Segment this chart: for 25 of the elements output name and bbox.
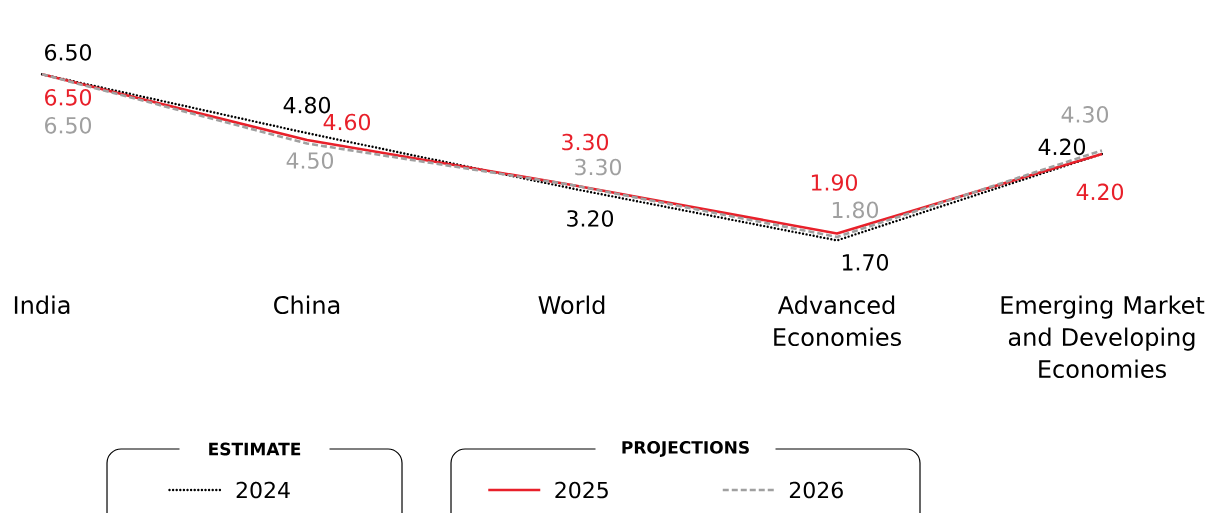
data-label: 1.70 xyxy=(842,254,889,271)
data-label: 3.30 xyxy=(575,158,622,176)
x-tick-label: Emerging Market and Developing Economies xyxy=(1001,295,1205,379)
data-label: 3.30 xyxy=(562,133,609,151)
data-label: 6.50 xyxy=(45,88,92,106)
data-label: 1.90 xyxy=(811,174,858,191)
x-tick-label: China xyxy=(274,295,340,315)
legend-label: 2026 xyxy=(789,481,843,499)
data-label: 6.50 xyxy=(45,43,92,61)
data-label: 4.50 xyxy=(286,152,334,169)
data-label: 4.80 xyxy=(283,96,331,114)
data-label: 6.50 xyxy=(45,116,92,134)
data-label: 4.60 xyxy=(323,113,371,131)
legend-label: 2024 xyxy=(236,481,290,499)
legend-label: 2025 xyxy=(555,481,608,499)
data-label: 4.20 xyxy=(1038,138,1086,156)
x-tick-label: World xyxy=(538,295,605,315)
data-label: 1.80 xyxy=(832,201,879,219)
data-label: 3.20 xyxy=(567,210,614,227)
x-tick-label: Advanced Economies xyxy=(774,295,901,347)
data-label: 4.20 xyxy=(1076,183,1124,201)
data-label: 4.30 xyxy=(1061,106,1109,123)
x-tick-label: India xyxy=(14,295,70,315)
text: PROJECTIONS xyxy=(622,440,749,457)
text: ESTIMATE xyxy=(209,442,301,456)
